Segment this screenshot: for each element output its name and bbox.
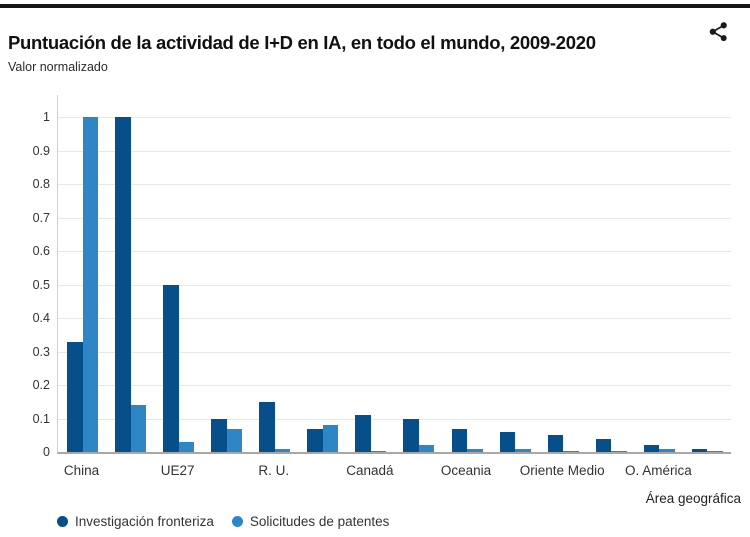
gridline: [58, 318, 731, 319]
legend: Investigación fronteriza Solicitudes de …: [57, 514, 389, 529]
bar-frontier-research: [307, 429, 323, 452]
x-tick-label: Oriente Medio: [519, 463, 605, 478]
top-rule: [0, 4, 750, 8]
y-axis-title: Valor normalizado: [8, 60, 108, 74]
bar-patent-applications: [178, 442, 195, 452]
bar-frontier-research: [115, 117, 131, 452]
bar-frontier-research: [259, 402, 275, 452]
bar-frontier-research: [499, 432, 516, 452]
bar-patent-applications: [659, 449, 675, 452]
bar-frontier-research: [691, 449, 708, 452]
share-button[interactable]: [708, 20, 730, 42]
bar-patent-applications: [418, 445, 435, 452]
legend-swatch-patent-applications: [231, 516, 243, 527]
bar-frontier-research: [163, 285, 179, 452]
x-tick-label: Canadá: [346, 463, 394, 478]
gridline: [58, 117, 731, 118]
gridline: [58, 251, 731, 252]
y-tick-label: 0: [43, 445, 50, 459]
y-tick-label: 0.8: [32, 177, 50, 191]
gridline: [58, 184, 731, 185]
bar-patent-applications: [274, 449, 291, 452]
legend-item-frontier-research[interactable]: Investigación fronteriza: [57, 514, 214, 529]
bar-patent-applications: [130, 405, 147, 452]
legend-label: Investigación fronteriza: [75, 514, 214, 529]
bar-patent-applications: [515, 449, 531, 452]
x-tick-label: China: [63, 463, 100, 478]
y-tick-label: 1: [43, 110, 50, 124]
bar-patent-applications: [370, 451, 387, 452]
y-tick-label: 0.5: [32, 278, 50, 292]
bar-frontier-research: [403, 419, 419, 452]
y-tick-label: 0.3: [32, 345, 50, 359]
y-tick-label: 0.1: [32, 412, 50, 426]
bar-patent-applications: [322, 425, 339, 452]
share-icon: [708, 21, 730, 42]
bar-frontier-research: [595, 439, 612, 452]
y-tick-label: 0.7: [32, 211, 50, 225]
bar-patent-applications: [707, 451, 723, 452]
gridline: [58, 218, 731, 219]
bar-patent-applications: [611, 451, 627, 452]
gridline: [58, 352, 731, 353]
y-tick-label: 0.2: [32, 378, 50, 392]
page-title: Puntuación de la actividad de I+D en IA,…: [8, 32, 596, 54]
legend-item-patent-applications[interactable]: Solicitudes de patentes: [231, 514, 390, 529]
y-tick-label: 0.4: [32, 311, 50, 325]
bar-patent-applications: [82, 117, 98, 452]
bar-patent-applications: [226, 429, 243, 452]
bar-frontier-research: [643, 445, 660, 452]
bar-frontier-research: [451, 429, 468, 452]
bar-frontier-research: [211, 419, 227, 452]
gridline: [58, 385, 731, 386]
x-tick-label: UE27: [160, 463, 195, 478]
legend-swatch-frontier-research: [57, 516, 68, 527]
x-tick-label: R. U.: [258, 463, 290, 478]
y-tick-label: 0.6: [32, 244, 50, 258]
x-tick-label: O. América: [624, 463, 692, 478]
legend-label: Solicitudes de patentes: [249, 514, 390, 529]
bar-patent-applications: [563, 451, 579, 452]
plot-area: [57, 95, 731, 454]
bar-patent-applications: [467, 449, 483, 452]
bar-frontier-research: [67, 342, 83, 452]
gridline: [58, 285, 731, 286]
y-tick-label: 0.9: [32, 144, 50, 158]
bar-frontier-research: [547, 435, 564, 452]
x-axis-title: Área geográfica: [645, 491, 741, 506]
bar-frontier-research: [355, 415, 371, 452]
gridline: [58, 151, 731, 152]
x-tick-label: Oceania: [440, 463, 492, 478]
gridline: [58, 419, 731, 420]
